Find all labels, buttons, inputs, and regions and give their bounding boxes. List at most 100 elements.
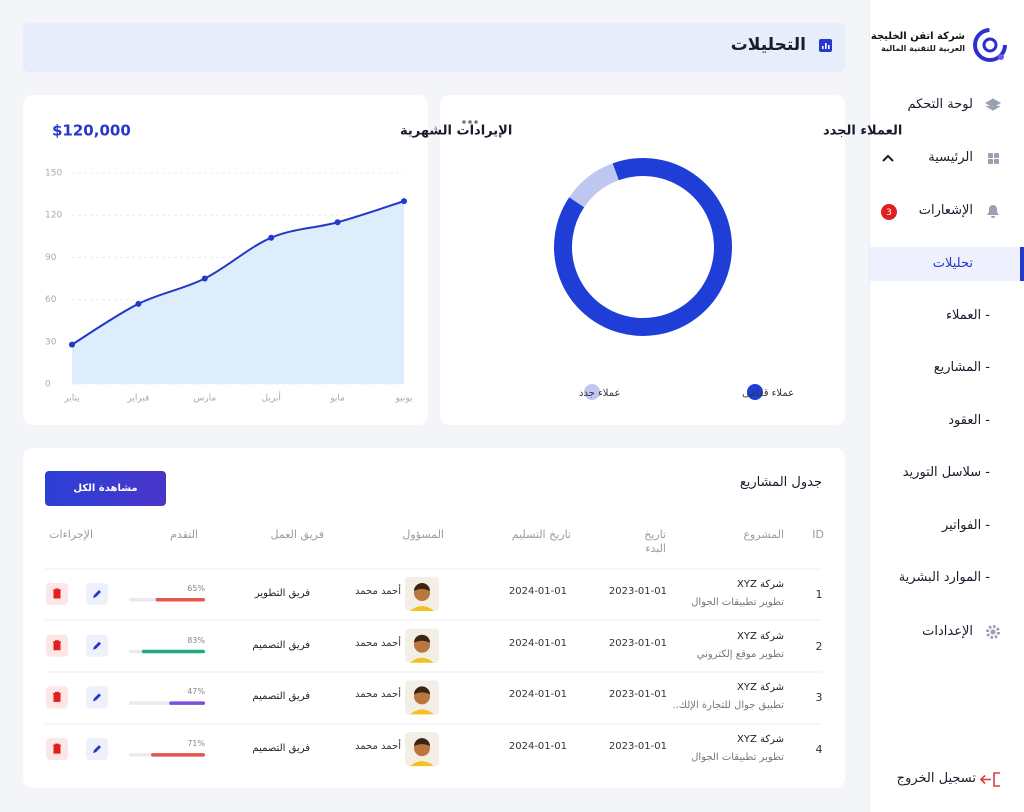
avatar-body [410,709,434,715]
legend-label: عملاء قدامى [742,388,794,399]
chart-annotation: $120,000 [52,122,131,140]
menu-item: - المشاريع [933,360,990,375]
active-item-bar [1020,247,1024,281]
x-tick-label: يناير [63,394,80,404]
column-header: الإجراءات [49,528,93,541]
edit-icon [93,641,101,650]
customers-card [440,95,845,425]
y-tick-label: 30 [45,337,57,347]
logout: تسجيل الخروج [896,771,976,786]
menu-item: - سلاسل التوريد [902,465,990,480]
column-header: المسؤول [402,528,444,541]
x-tick-label: فبراير [126,394,149,404]
menu-item: الرئيسية [928,150,973,165]
icon-bar [822,46,824,49]
logo-line2: العربية للتقنية المالية [881,44,965,53]
progress-bar [151,753,205,757]
point [401,198,407,205]
owner: أحمد محمد [354,586,401,597]
menu-item: - العملاء [945,308,990,323]
delete-icon [53,743,61,754]
column-header: التقدم [170,528,198,541]
chart-title: العملاء الجدد [823,124,902,139]
progress-label: 65% [187,584,205,593]
badge-count: 3 [886,208,892,218]
menu-item: لوحة التحكم [907,97,973,112]
start-date: 2023-01-01 [608,586,667,597]
project-name: تطوير تطبيقات الجوال [691,752,784,764]
team: فريق التصميم [252,743,310,755]
menu-icon [994,153,999,158]
x-tick-label: يونيو [394,394,413,404]
donut-chart: العملاء الجدد عملاء قدامى عملاء جدد [462,120,902,400]
progress-bar [155,598,205,602]
y-tick-label: 120 [45,211,62,221]
donut-segment [554,158,732,336]
icon-bar [825,43,827,49]
avatar-body [410,606,434,611]
table-title: جدول المشاريع [739,475,822,490]
chart-title: الإيرادات الشهرية [400,124,512,139]
edit-icon [93,693,101,702]
delete-icon [53,691,61,702]
end-date: 2024-01-01 [508,637,567,649]
logo-mark [973,28,1007,62]
owner: أحمد محمد [354,741,401,753]
header-icon [819,39,832,52]
team: فريق التصميم [252,639,310,651]
point [69,341,75,348]
page-header [23,23,845,72]
edit-icon [93,745,101,754]
company: شركة XYZ [736,630,784,642]
menu-item: - الفواتير [941,518,990,533]
line-chart: الإيرادات الشهرية $120,000 0 30 60 90 120 150 ين… [45,122,512,404]
row-id: 2 [815,639,823,653]
company: شركة XYZ [736,734,784,746]
badge [881,204,897,220]
avatar-hair [414,738,430,747]
point [201,275,208,282]
company: شركة XYZ [736,579,784,590]
menu-icon [986,625,1000,639]
logo-ring [973,28,1007,62]
point [135,300,142,307]
x-tick-label: مايو [329,394,345,404]
start-date: 2023-01-01 [608,637,667,649]
menu-icon [990,629,996,635]
edit-icon [93,590,101,598]
project-name: تطوير تطبيقات الجوال [691,597,784,608]
logo-line1: شركة اتقن الخليجة [870,31,965,42]
view-all-button[interactable]: مشاهدة الكل [45,471,166,506]
owner: أحمد محمد [354,689,401,701]
table-graphics [45,568,822,767]
team: فريق التطوير [254,588,310,599]
project-name: تطوير موقع إلكتروني [696,648,784,660]
column-header: المشروع [743,528,784,541]
sidebar-icons: 3 [881,98,1002,787]
menu-icon [984,98,1002,111]
project-name: تطبيق جوال للتجارة الإلك.. [672,700,784,712]
more-dot [468,120,472,124]
avatar-hair [414,634,430,643]
sidebar [869,0,1024,812]
x-tick-label: مارس [193,394,216,404]
icon-bar [828,45,830,49]
y-tick-label: 60 [45,295,57,305]
menu-icon [988,159,993,164]
logout-icon [979,772,1000,787]
progress-label: 71% [187,739,205,749]
menu-item: تحليلات [932,256,973,271]
row-id: 3 [815,691,823,705]
menu-item: - العقود [948,413,990,428]
legend-label: عملاء جدد [579,388,620,399]
avatar-hair [414,583,430,591]
end-date: 2024-01-01 [508,741,567,753]
progress-label: 83% [187,635,205,645]
avatar-body [410,657,434,663]
company: شركة XYZ [736,682,784,694]
chevron [882,154,894,162]
page-title: التحليلات [730,35,806,55]
point [334,219,341,226]
column-header: ID [812,528,824,541]
